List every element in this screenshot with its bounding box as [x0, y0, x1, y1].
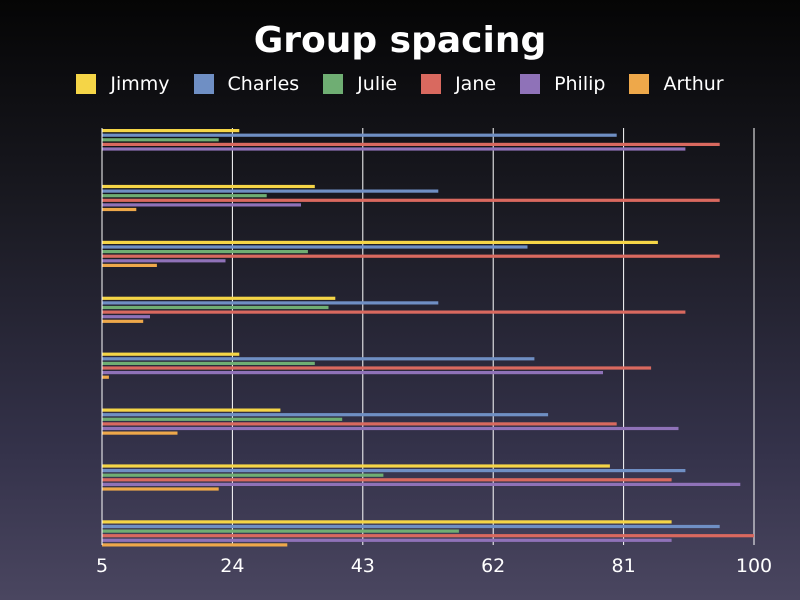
bar-charles-group-7: [102, 469, 686, 473]
legend-item-jimmy: Jimmy: [76, 73, 170, 95]
bar-jane-group-1: [102, 142, 720, 146]
bar-jane-group-2: [102, 198, 720, 202]
bar-charles-group-1: [102, 133, 617, 137]
bar-charles-group-4: [102, 301, 439, 305]
legend-label: Julie: [357, 73, 398, 95]
bar-arthur-group-7: [102, 487, 219, 491]
legend-item-arthur: Arthur: [629, 73, 724, 95]
bar-jane-group-3: [102, 254, 720, 258]
bar-arthur-group-2: [102, 207, 137, 212]
bar-philip-group-4: [102, 315, 150, 319]
bar-jane-group-4: [102, 310, 686, 314]
x-tick-label: 5: [96, 555, 108, 577]
legend-label: Arthur: [663, 73, 724, 95]
bar-arthur-group-6: [102, 431, 178, 435]
bar-jimmy-group-1: [102, 129, 240, 133]
x-tick-label: 81: [612, 555, 636, 577]
legend-swatch: [323, 74, 344, 94]
legend-label: Charles: [227, 73, 300, 95]
legend-label: Philip: [554, 73, 606, 95]
bar-philip-group-3: [102, 259, 226, 263]
bar-julie-group-6: [102, 417, 343, 421]
bar-philip-group-1: [102, 147, 686, 151]
bar-philip-group-6: [102, 426, 679, 431]
legend-label: Jimmy: [110, 73, 170, 95]
bar-jane-group-8: [102, 534, 754, 538]
bar-julie-group-1: [102, 138, 219, 142]
legend-swatch: [76, 74, 97, 94]
chart-title: Group spacing: [253, 20, 547, 61]
legend-item-jane: Jane: [421, 73, 496, 95]
bar-julie-group-2: [102, 194, 267, 198]
bar-julie-group-3: [102, 250, 308, 254]
bar-jimmy-group-8: [102, 520, 672, 524]
bar-jimmy-group-2: [102, 184, 315, 189]
x-tick-label: 100: [736, 555, 772, 577]
chart-legend: Jimmy Charles Julie Jane Philip Arthur: [0, 70, 800, 98]
x-tick-label: 43: [351, 555, 375, 577]
x-tick-label: 62: [481, 555, 505, 577]
bar-charles-group-6: [102, 413, 549, 417]
legend-label: Jane: [455, 73, 497, 95]
bar-jimmy-group-6: [102, 408, 281, 412]
legend-swatch: [421, 74, 442, 94]
bar-jane-group-6: [102, 422, 617, 426]
bar-arthur-group-8: [102, 543, 288, 547]
legend-swatch: [520, 74, 541, 94]
bar-jane-group-5: [102, 366, 652, 370]
bar-julie-group-8: [102, 529, 459, 533]
bar-philip-group-2: [102, 203, 301, 207]
bar-jimmy-group-3: [102, 240, 658, 244]
bar-philip-group-8: [102, 538, 672, 542]
legend-item-charles: Charles: [193, 73, 300, 95]
bar-charles-group-8: [102, 524, 720, 529]
bar-jane-group-7: [102, 478, 672, 482]
legend-swatch: [629, 74, 650, 94]
legend-item-julie: Julie: [323, 73, 397, 95]
bar-arthur-group-4: [102, 319, 144, 323]
legend-item-philip: Philip: [520, 73, 605, 95]
bar-charles-group-5: [102, 357, 535, 361]
bar-jimmy-group-5: [102, 352, 240, 356]
bar-julie-group-5: [102, 361, 315, 365]
bar-arthur-group-3: [102, 263, 157, 267]
bar-julie-group-4: [102, 305, 329, 310]
x-tick-label: 24: [220, 555, 244, 577]
bar-julie-group-7: [102, 473, 384, 477]
bar-philip-group-7: [102, 482, 741, 486]
bar-arthur-group-5: [102, 375, 109, 379]
bar-charles-group-2: [102, 189, 439, 193]
legend-swatch: [193, 74, 214, 94]
bar-jimmy-group-7: [102, 464, 610, 468]
bar-philip-group-5: [102, 371, 603, 375]
bar-charles-group-3: [102, 245, 528, 249]
bar-jimmy-group-4: [102, 296, 336, 300]
